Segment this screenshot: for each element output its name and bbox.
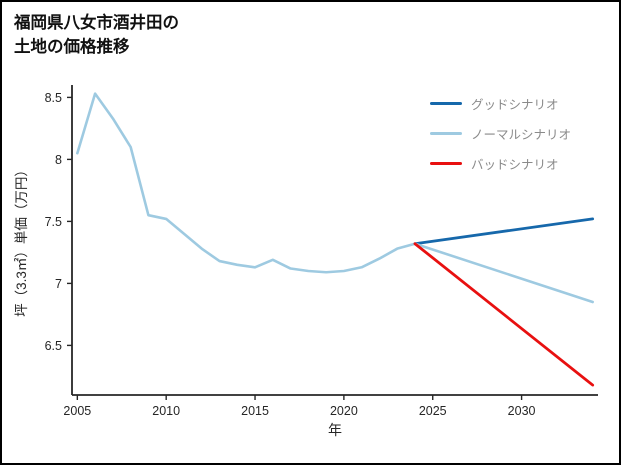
y-tick-label: 6.5 <box>45 339 62 353</box>
y-tick-label: 7 <box>55 277 62 291</box>
legend-item-bad: バッドシナリオ <box>429 154 571 173</box>
legend-label-normal: ノーマルシナリオ <box>470 128 571 142</box>
y-tick-label: 8 <box>55 153 62 167</box>
series-line-good <box>413 217 595 246</box>
y-tick-label: 7.5 <box>45 215 62 229</box>
legend-line-good-icon <box>429 102 462 105</box>
series-line-history <box>76 92 417 274</box>
x-tick-label: 2010 <box>152 404 180 418</box>
chart-title: 福岡県八女市酒井田の 土地の価格推移 <box>14 12 179 60</box>
x-tick-label: 2005 <box>63 404 91 418</box>
chart-title-line2: 土地の価格推移 <box>14 37 130 56</box>
legend-item-normal: ノーマルシナリオ <box>429 124 571 143</box>
x-tick-label: 2025 <box>419 404 447 418</box>
series-line-normal <box>413 242 594 304</box>
legend: グッドシナリオ ノーマルシナリオ バッドシナリオ <box>429 94 571 173</box>
y-axis-title: 坪（3.3㎡）単価（万円） <box>14 163 29 317</box>
series-line-bad <box>413 242 595 387</box>
legend-line-bad-icon <box>429 162 462 165</box>
x-tick-label: 2015 <box>241 404 269 418</box>
legend-item-good: グッドシナリオ <box>429 94 571 113</box>
x-axis-title: 年 <box>328 422 342 438</box>
x-tick-label: 2030 <box>508 404 536 418</box>
legend-label-bad: バッドシナリオ <box>470 158 559 172</box>
legend-line-normal-icon <box>429 132 462 135</box>
chart-title-line1: 福岡県八女市酒井田の <box>14 14 179 32</box>
x-tick-label: 2020 <box>330 404 358 418</box>
legend-label-good: グッドシナリオ <box>470 98 559 112</box>
y-tick-label: 8.5 <box>45 91 62 105</box>
